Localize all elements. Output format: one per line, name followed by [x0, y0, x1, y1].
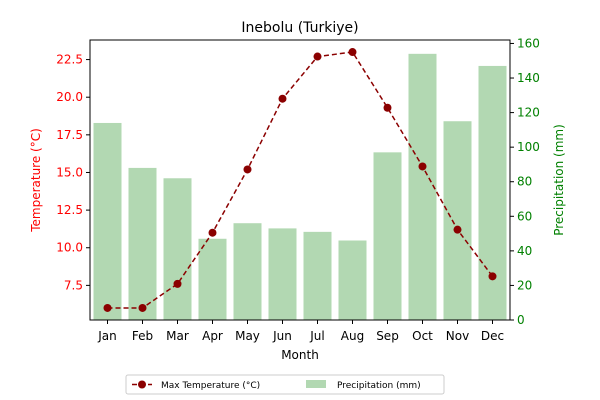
temperature-point-apr: [208, 228, 217, 237]
temperature-axis-title: Temperature (°C): [29, 128, 43, 233]
temperature-tick-label: 22.5: [56, 53, 83, 67]
temperature-point-oct: [418, 162, 427, 171]
temperature-point-dec: [488, 272, 497, 281]
chart-title: Inebolu (Turkiye): [241, 20, 358, 36]
precipitation-bar-feb: [128, 167, 157, 320]
precipitation-bar-mar: [163, 178, 192, 320]
precipitation-tick-label: 120: [517, 106, 540, 120]
precipitation-tick-label: 40: [517, 244, 532, 258]
temperature-point-mar: [173, 279, 182, 288]
temperature-point-jul: [313, 52, 322, 61]
precipitation-tick-label: 20: [517, 278, 532, 292]
precipitation-tick-label: 100: [517, 140, 540, 154]
x-tick-label: Jul: [309, 329, 324, 343]
precipitation-bar-jun: [268, 228, 297, 320]
temperature-point-aug: [348, 48, 357, 57]
legend-temperature-label: Max Temperature (°C): [161, 381, 260, 391]
x-tick-label: Mar: [166, 329, 189, 343]
legend-precipitation-label: Precipitation (mm): [337, 381, 421, 391]
x-tick-label: Nov: [446, 329, 469, 343]
temperature-point-feb: [138, 303, 147, 312]
precipitation-tick-label: 60: [517, 209, 532, 223]
x-tick-label: Dec: [481, 329, 504, 343]
legend-bar-swatch: [306, 380, 326, 388]
precipitation-tick-label: 80: [517, 175, 532, 189]
temperature-tick-label: 17.5: [56, 128, 83, 142]
temperature-tick-label: 12.5: [56, 203, 83, 217]
temperature-tick-label: 15.0: [56, 165, 83, 179]
temperature-point-may: [243, 165, 252, 174]
temperature-point-jun: [278, 94, 287, 103]
temperature-point-nov: [453, 225, 462, 234]
precipitation-axis-title: Precipitation (mm): [552, 124, 566, 236]
precipitation-bar-nov: [443, 121, 472, 321]
x-axis-title: Month: [281, 348, 319, 362]
precipitation-bar-dec: [478, 65, 507, 320]
temperature-point-jan: [103, 303, 112, 312]
temperature-point-sep: [383, 103, 392, 112]
precipitation-bar-may: [233, 223, 262, 320]
x-tick-label: Sep: [376, 329, 399, 343]
precipitation-bar-jul: [303, 231, 332, 320]
x-tick-label: Jan: [97, 329, 117, 343]
precipitation-axis: 0 20 40 60 80 100 120 140 160: [510, 36, 540, 327]
legend-line-marker: [138, 380, 146, 389]
plot-frame: [89, 39, 511, 321]
temperature-tick-label: 10.0: [56, 241, 83, 255]
legend-box: [125, 374, 445, 395]
x-axis: Jan Feb Mar Apr May Jun Jul Aug Sep Oct Nov Dec: [97, 320, 504, 343]
x-tick-label: Jun: [272, 329, 292, 343]
legend: Max Temperature (°C) Precipitation (mm): [125, 374, 445, 395]
x-tick-label: Feb: [132, 329, 153, 343]
temperature-axis: 7.5 10.0 12.5 15.0 17.5 20.0 22.5: [56, 53, 90, 292]
precipitation-tick-label: 160: [517, 36, 540, 50]
precipitation-bar-apr: [198, 238, 227, 320]
x-tick-label: Oct: [412, 329, 433, 343]
precipitation-bar-oct: [408, 53, 437, 321]
temperature-tick-label: 7.5: [64, 278, 83, 292]
temperature-line-layer: [103, 48, 497, 312]
x-tick-label: May: [235, 329, 260, 343]
precipitation-bar-jan: [93, 122, 122, 321]
precipitation-tick-label: 0: [517, 313, 525, 327]
x-tick-label: Apr: [202, 329, 223, 343]
precipitation-bar-sep: [373, 152, 402, 320]
x-tick-label: Aug: [341, 329, 364, 343]
temperature-tick-label: 20.0: [56, 90, 83, 104]
precipitation-bar-aug: [338, 240, 367, 320]
precipitation-tick-label: 140: [517, 71, 540, 85]
